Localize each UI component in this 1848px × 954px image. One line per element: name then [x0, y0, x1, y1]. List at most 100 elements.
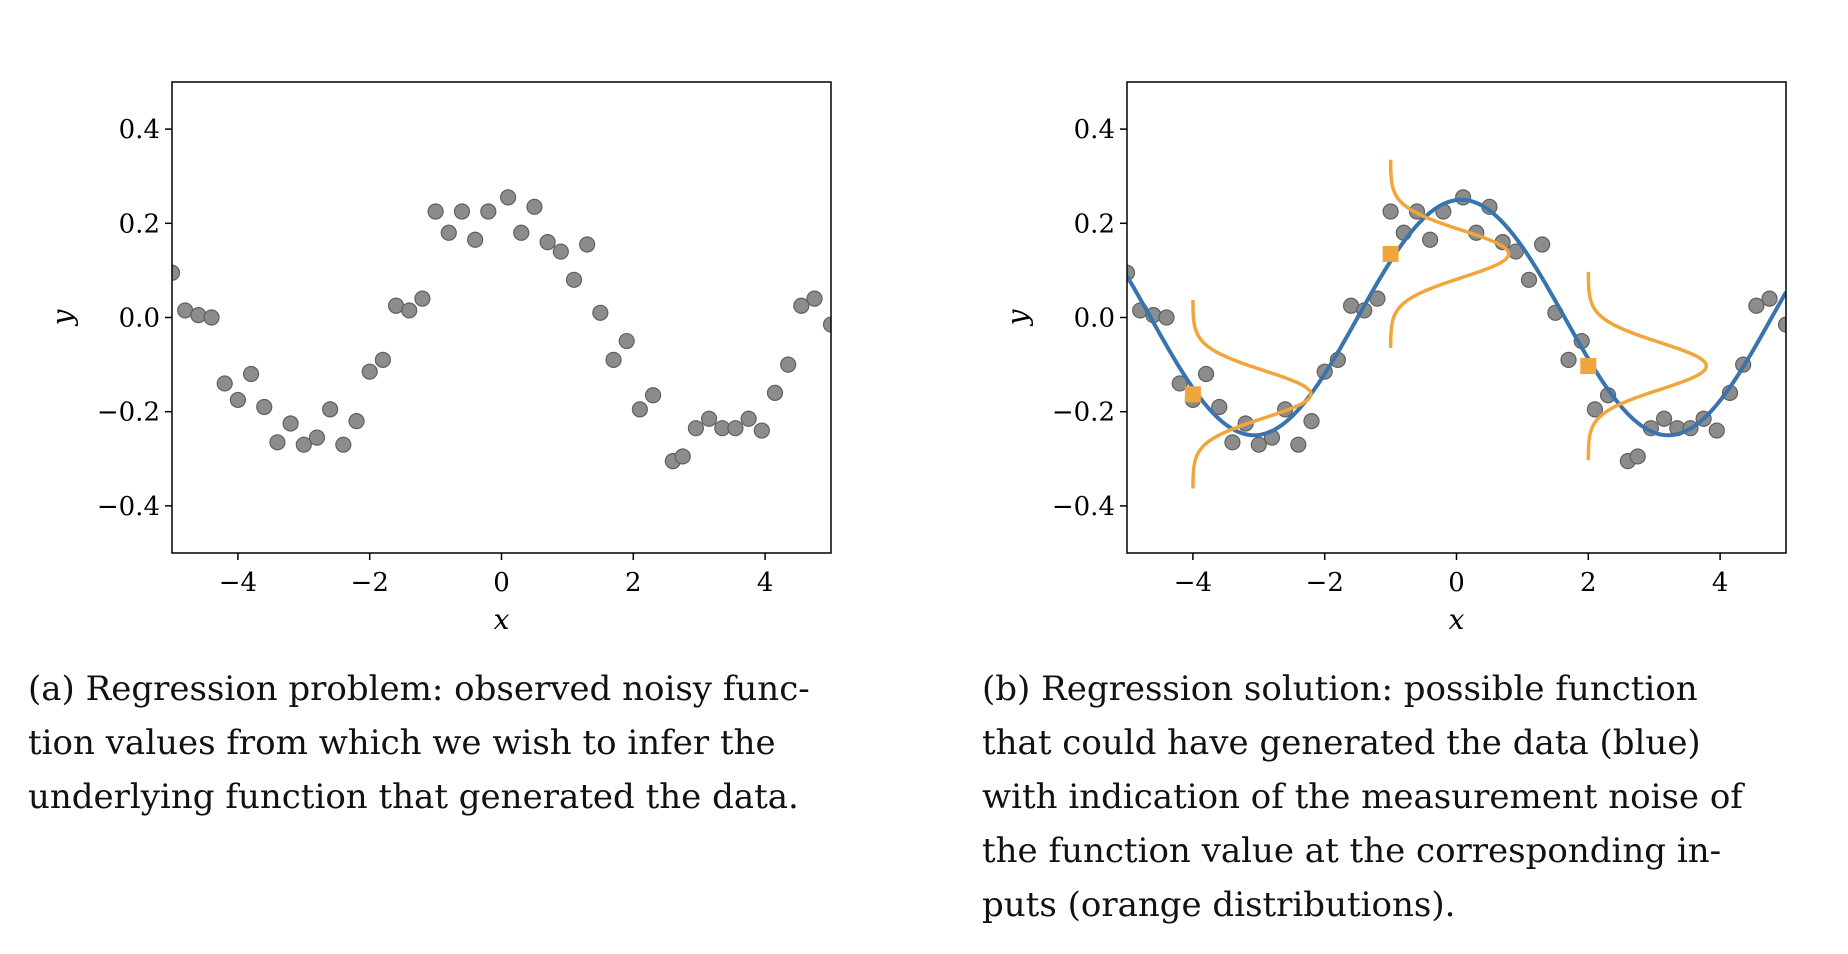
data-point — [687, 420, 705, 437]
data-point — [172, 264, 181, 281]
x-axis-label: x — [1449, 603, 1465, 636]
data-point — [740, 410, 757, 427]
y-tick-label: 0.0 — [119, 304, 160, 334]
caption-b-line: with indication of the measurement noise… — [982, 777, 1743, 817]
data-point — [605, 351, 622, 368]
data-point — [467, 231, 484, 248]
data-point — [348, 413, 365, 430]
data-point — [440, 224, 457, 241]
data-point — [565, 271, 583, 288]
data-point — [499, 189, 517, 206]
y-tick-label: −0.4 — [1052, 492, 1115, 522]
caption-a-line: (a) Regression problem: observed noisy f… — [28, 669, 810, 709]
y-tick-label: 0.4 — [119, 115, 160, 145]
noise-distribution-curve — [1388, 159, 1511, 349]
y-axis-label: y — [1001, 308, 1034, 327]
x-tick-label: −2 — [351, 568, 389, 598]
data-point — [674, 448, 691, 465]
x-tick-label: 4 — [1712, 568, 1729, 598]
caption-a: (a) Regression problem: observed noisy f… — [28, 662, 864, 824]
x-tick-label: −2 — [1306, 568, 1344, 598]
y-tick-label: 0.0 — [1074, 304, 1115, 334]
panel-b-chart: −4 −2 0 2 4 −0.4 −0.2 0.0 0.2 0.4 x y — [1001, 81, 1787, 636]
data-point — [295, 436, 312, 453]
data-point — [322, 401, 339, 418]
data-point — [513, 224, 530, 241]
data-point — [1708, 422, 1725, 439]
data-point — [1250, 436, 1267, 453]
data-point — [579, 236, 596, 253]
data-point — [335, 436, 352, 453]
data-point — [1520, 271, 1538, 288]
y-tick-label: −0.2 — [1052, 398, 1115, 428]
data-point — [1534, 236, 1551, 253]
data-point — [618, 332, 635, 350]
data-point — [631, 401, 648, 418]
data-point — [700, 410, 718, 427]
caption-b-line: (b) Regression solution: possible functi… — [982, 669, 1698, 709]
data-point — [1655, 410, 1673, 427]
noise-distribution-curve — [1586, 271, 1709, 461]
data-point — [427, 203, 444, 220]
noise-mean-marker — [1580, 358, 1597, 375]
data-point — [1586, 401, 1603, 418]
data-point — [453, 203, 471, 220]
data-point — [308, 429, 326, 446]
data-point — [806, 290, 823, 307]
data-point — [1171, 375, 1188, 392]
data-point — [480, 203, 497, 220]
data-point — [1303, 413, 1320, 430]
data-point — [203, 309, 220, 326]
data-point — [766, 384, 784, 401]
y-tick-label: 0.4 — [1074, 115, 1115, 145]
data-point — [539, 234, 556, 251]
data-point — [552, 243, 569, 260]
data-point — [644, 387, 662, 404]
noise-mean-marker — [1184, 386, 1201, 403]
x-tick-label: 2 — [625, 568, 642, 598]
noise-distribution-curve — [1191, 300, 1313, 489]
y-tick-label: 0.2 — [119, 209, 160, 239]
caption-a-line: underlying function that generated the d… — [28, 777, 799, 817]
caption-a-line: tion values from which we wish to infer … — [28, 723, 776, 763]
data-point — [592, 304, 609, 321]
data-point — [727, 420, 744, 437]
data-point — [1211, 398, 1228, 416]
data-point — [1290, 436, 1307, 453]
x-tick-label: 4 — [757, 568, 774, 598]
data-point — [780, 356, 797, 373]
caption-b-line: puts (orange distributions). — [982, 885, 1456, 925]
data-point — [822, 316, 831, 333]
y-tick-label: −0.2 — [97, 398, 160, 428]
data-point — [216, 375, 233, 392]
data-point — [526, 198, 543, 215]
data-point — [414, 290, 431, 307]
data-point — [229, 391, 246, 409]
data-point — [361, 363, 378, 380]
x-tick-label: −4 — [1174, 568, 1212, 598]
x-axis-label: x — [494, 603, 510, 636]
y-axis-label: y — [46, 308, 79, 327]
data-point — [282, 415, 299, 432]
data-point — [793, 297, 810, 314]
panel-a-chart: −4 −2 0 2 4 −0.4 −0.2 0.0 0.2 0.4 x y — [46, 81, 832, 636]
y-tick-label: 0.2 — [1074, 209, 1115, 239]
plot-area — [1127, 189, 1786, 470]
caption-b: (b) Regression solution: possible functi… — [982, 662, 1818, 932]
caption-b-line: the function value at the corresponding … — [982, 831, 1722, 871]
noise-mean-marker — [1382, 245, 1399, 262]
data-point — [1224, 434, 1241, 451]
data-point — [1422, 231, 1439, 248]
data-point — [190, 307, 207, 324]
data-point — [1158, 309, 1175, 326]
x-tick-label: 0 — [1448, 568, 1465, 598]
data-point — [753, 422, 770, 439]
axes-frame — [1126, 81, 1787, 554]
data-point — [1748, 297, 1765, 314]
axes-frame — [171, 81, 832, 554]
x-tick-label: 2 — [1580, 568, 1597, 598]
plot-area — [172, 189, 831, 470]
function-curve — [1127, 197, 1786, 438]
data-point — [1777, 316, 1786, 333]
